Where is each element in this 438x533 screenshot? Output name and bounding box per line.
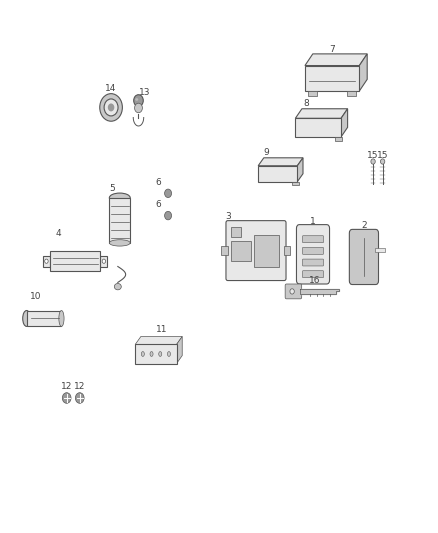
Bar: [295, 118, 341, 137]
Text: 5: 5: [110, 184, 115, 193]
Text: 13: 13: [139, 88, 151, 97]
Text: 10: 10: [30, 292, 41, 301]
Text: 7: 7: [329, 45, 335, 54]
Polygon shape: [135, 336, 182, 344]
FancyBboxPatch shape: [297, 224, 329, 284]
FancyBboxPatch shape: [303, 236, 323, 243]
Ellipse shape: [59, 311, 64, 326]
Ellipse shape: [290, 289, 294, 294]
Ellipse shape: [134, 103, 142, 113]
Ellipse shape: [45, 259, 48, 263]
Bar: [110, 198, 130, 243]
Ellipse shape: [75, 393, 84, 403]
Bar: [305, 66, 359, 91]
Bar: [135, 344, 177, 364]
Polygon shape: [359, 54, 367, 91]
Bar: [284, 246, 290, 255]
Polygon shape: [297, 158, 303, 182]
Bar: [42, 256, 50, 266]
Polygon shape: [341, 109, 348, 137]
Bar: [375, 248, 385, 252]
Polygon shape: [295, 109, 348, 118]
Ellipse shape: [381, 159, 385, 164]
Ellipse shape: [100, 94, 122, 121]
Ellipse shape: [110, 193, 130, 203]
Bar: [27, 311, 61, 326]
Bar: [231, 240, 251, 261]
Bar: [100, 256, 107, 266]
Ellipse shape: [167, 352, 170, 357]
Bar: [308, 91, 317, 96]
Bar: [335, 137, 343, 141]
Text: 6: 6: [155, 178, 161, 187]
Polygon shape: [177, 336, 182, 364]
Ellipse shape: [141, 352, 145, 357]
Text: 16: 16: [309, 276, 321, 285]
Text: 14: 14: [106, 84, 117, 93]
Text: 11: 11: [156, 325, 167, 334]
Bar: [292, 182, 299, 185]
Ellipse shape: [108, 103, 114, 111]
Ellipse shape: [135, 98, 138, 101]
FancyBboxPatch shape: [226, 221, 286, 280]
Bar: [231, 227, 241, 237]
Text: 12: 12: [74, 382, 85, 391]
Text: 1: 1: [310, 217, 316, 226]
Bar: [254, 235, 279, 266]
Text: 12: 12: [61, 382, 72, 391]
Ellipse shape: [102, 259, 106, 263]
Ellipse shape: [165, 212, 172, 220]
Bar: [50, 251, 100, 271]
Ellipse shape: [165, 189, 172, 198]
Bar: [258, 166, 297, 182]
Text: 3: 3: [225, 213, 230, 221]
Text: 15: 15: [377, 151, 389, 160]
Ellipse shape: [150, 352, 153, 357]
Ellipse shape: [62, 393, 71, 403]
Bar: [347, 91, 356, 96]
Polygon shape: [305, 54, 367, 66]
FancyBboxPatch shape: [285, 284, 302, 299]
Text: 8: 8: [303, 100, 309, 109]
Text: 9: 9: [263, 148, 269, 157]
Bar: [221, 246, 228, 255]
Text: 2: 2: [361, 221, 367, 230]
Text: 6: 6: [155, 200, 161, 209]
FancyBboxPatch shape: [303, 271, 323, 278]
Ellipse shape: [104, 99, 118, 116]
Polygon shape: [300, 289, 339, 294]
Text: 4: 4: [55, 229, 61, 238]
FancyBboxPatch shape: [303, 247, 323, 254]
FancyBboxPatch shape: [350, 229, 378, 285]
Ellipse shape: [134, 95, 143, 107]
Ellipse shape: [371, 159, 375, 164]
FancyBboxPatch shape: [303, 259, 323, 266]
Ellipse shape: [159, 352, 162, 357]
Ellipse shape: [110, 240, 130, 246]
Text: 15: 15: [367, 151, 379, 160]
Ellipse shape: [114, 284, 121, 290]
Polygon shape: [258, 158, 303, 166]
Ellipse shape: [23, 311, 31, 326]
